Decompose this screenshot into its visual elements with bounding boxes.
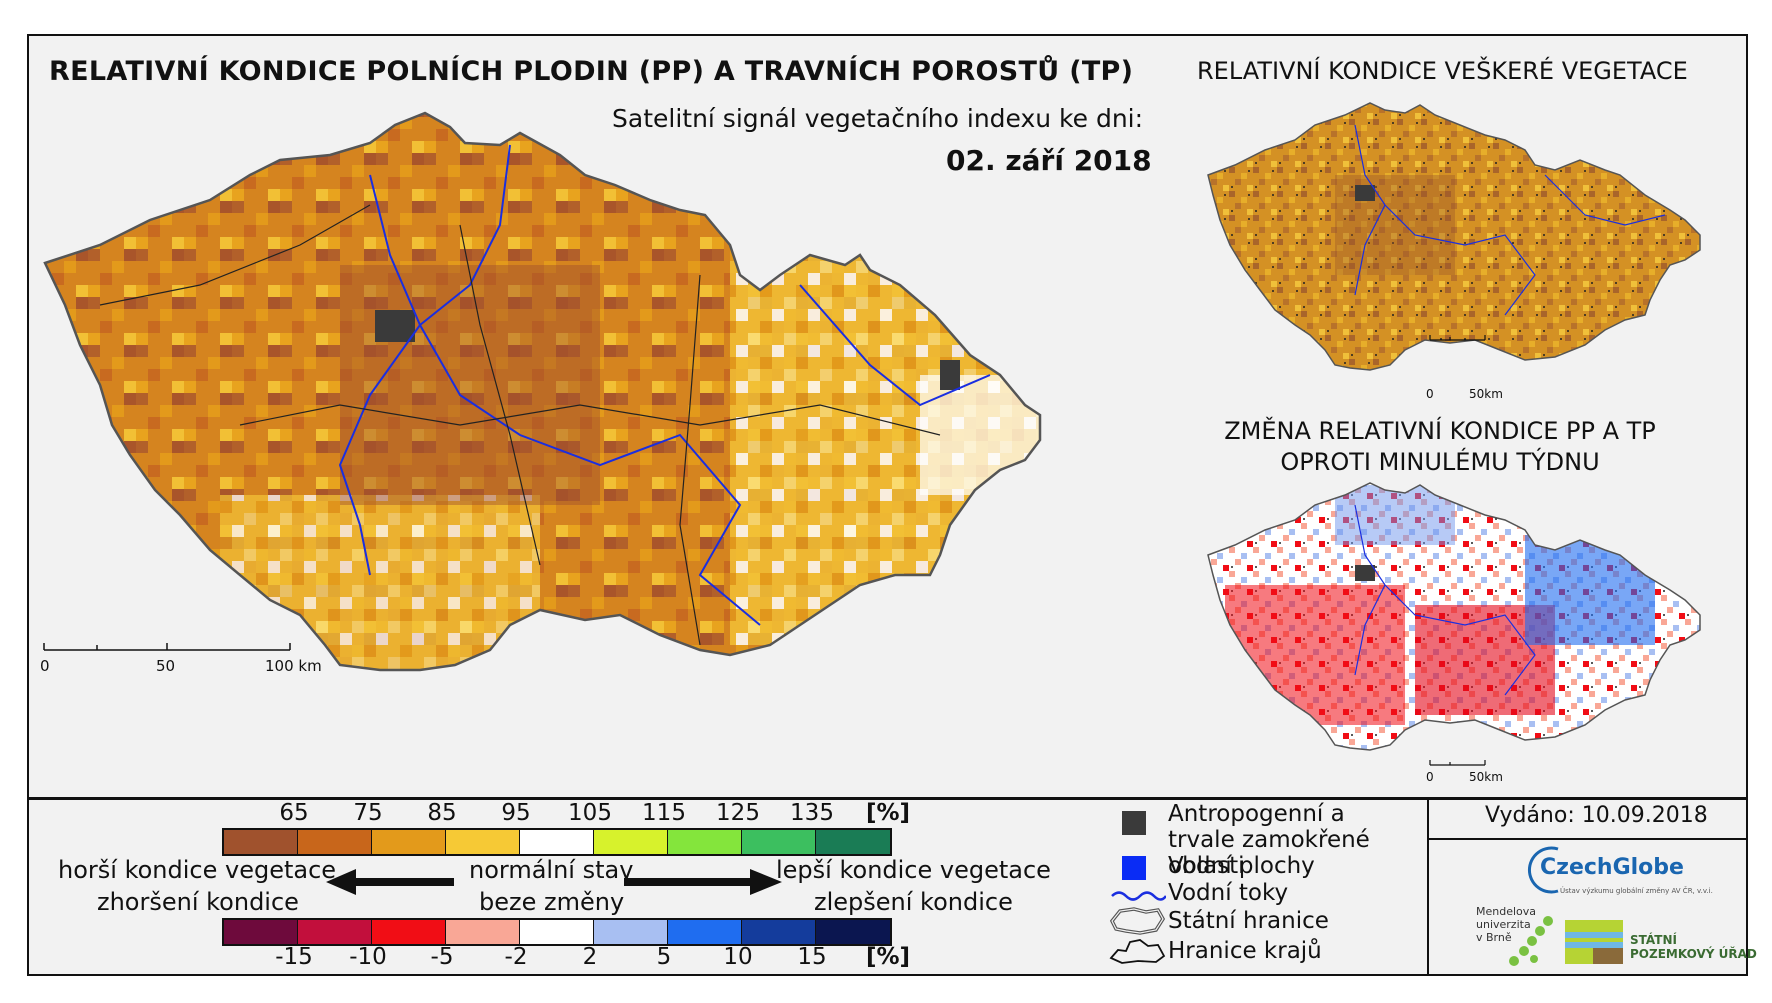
issued-divider [1427,838,1748,840]
worse-change-label: zhoršení kondice [97,888,299,916]
condition-swatch-5 [594,830,668,854]
left-arrow-icon [326,869,454,895]
main-scalebar: 0 50 100 km [40,643,322,675]
condition-tick: 105 [568,800,612,826]
mendel-line-2: univerzita [1476,918,1531,931]
change-swatch-0 [224,920,298,944]
main-condition-map: 0 50 100 km [40,111,1042,675]
change-tick: -15 [275,944,313,970]
vegetation-scalebar: 0 50km [1426,335,1503,401]
region-border-icon [1109,939,1166,964]
condition-tick: 135 [790,800,834,826]
anthropogenic-area-label: Antropogenní a trvale zamokřené oblasti [1168,801,1370,879]
spu-line-1: STÁTNÍ [1630,933,1677,947]
change-swatch-1 [298,920,372,944]
change-scalebar-50: 50km [1469,770,1503,784]
mendel-university-logo: Mendelova univerzita v Brně [1476,905,1536,944]
spu-line-2: POZEMKOVÝ ÚŘAD [1630,947,1757,961]
change-swatch-2 [372,920,446,944]
condition-unit: [%] [866,800,911,826]
main-title: RELATIVNÍ KONDICE POLNÍCH PLODIN (PP) A … [49,56,1134,87]
change-tick: 10 [723,944,753,970]
right-arrow-icon [624,869,782,895]
change-scalebar-0: 0 [1426,770,1434,784]
czechglobe-logo-icon [1527,846,1559,894]
vegetation-condition-map: 0 50km [1207,102,1701,401]
scalebar-label-0: 0 [40,657,50,675]
anthropogenic-area-icon [1122,811,1146,835]
condition-swatch-4 [520,830,594,854]
scalebar-label-50: 50 [156,657,175,675]
worse-vegetation-label: horší kondice vegetace [58,856,337,884]
river-label: Vodní toky [1168,880,1289,906]
mendel-line-1: Mendelova [1476,905,1537,918]
change-swatch-3 [446,920,520,944]
condition-tick: 75 [353,800,383,826]
scalebar-label-100: 100 km [265,657,322,675]
river-line-icon [1111,891,1166,901]
vegetation-scalebar-0: 0 [1426,387,1434,401]
water-body-icon [1122,856,1146,880]
change-tick: -10 [349,944,387,970]
condition-swatch-1 [298,830,372,854]
spu-logo-text: STÁTNÍ POZEMKOVÝ ÚŘAD [1630,933,1757,961]
change-tick: -5 [430,944,454,970]
vegetation-map-title: RELATIVNÍ KONDICE VEŠKERÉ VEGETACE [1197,57,1688,85]
condition-swatch-2 [372,830,446,854]
condition-swatch-0 [224,830,298,854]
change-swatch-5 [594,920,668,944]
condition-tick: 125 [716,800,760,826]
spu-logo-icon [1565,920,1623,964]
change-swatch-8 [816,920,890,944]
better-vegetation-label: lepší kondice vegetace [776,856,1051,884]
change-condition-map: 0 50km [1207,482,1701,784]
change-color-bar [222,918,892,946]
condition-swatch-7 [742,830,816,854]
condition-swatch-8 [816,830,890,854]
change-tick: 2 [582,944,598,970]
czechglobe-subtitle: Ústav výzkumu globální změny AV ČR, v.v.… [1560,887,1713,895]
change-tick: 5 [656,944,672,970]
condition-swatch-6 [668,830,742,854]
legend-divider [27,797,1748,800]
water-body-label: Vodní plochy [1168,853,1315,879]
condition-swatch-3 [446,830,520,854]
condition-tick: 115 [642,800,686,826]
subtitle: Satelitní signál vegetačního indexu ke d… [612,104,1144,133]
normal-state-label: normální stav [469,856,634,884]
change-unit: [%] [866,944,911,970]
mendel-line-3: v Brně [1476,931,1512,944]
change-swatch-4 [520,920,594,944]
mendel-dots-icon [1509,916,1553,966]
condition-tick: 65 [279,800,309,826]
issued-date: Vydáno: 10.09.2018 [1485,803,1708,828]
change-map-title: ZMĚNA RELATIVNÍ KONDICE PP A TP OPROTI M… [1224,417,1656,476]
state-border-label: Státní hranice [1168,908,1329,934]
change-swatch-7 [742,920,816,944]
no-change-label: beze změny [479,888,625,916]
czechglobe-logo-text: CzechGlobe [1540,855,1684,880]
change-swatch-6 [668,920,742,944]
region-border-label: Hranice krajů [1168,938,1322,964]
legend-vertical-divider [1427,798,1429,975]
condition-tick: 95 [501,800,531,826]
change-tick: 15 [797,944,827,970]
state-border-icon [1109,907,1166,935]
date-label: 02. září 2018 [946,144,1152,177]
change-scalebar: 0 50km [1426,760,1503,784]
better-change-label: zlepšení kondice [814,888,1013,916]
change-tick: -2 [504,944,528,970]
condition-tick: 85 [427,800,457,826]
condition-color-bar [222,828,892,856]
vegetation-scalebar-50: 50km [1469,387,1503,401]
